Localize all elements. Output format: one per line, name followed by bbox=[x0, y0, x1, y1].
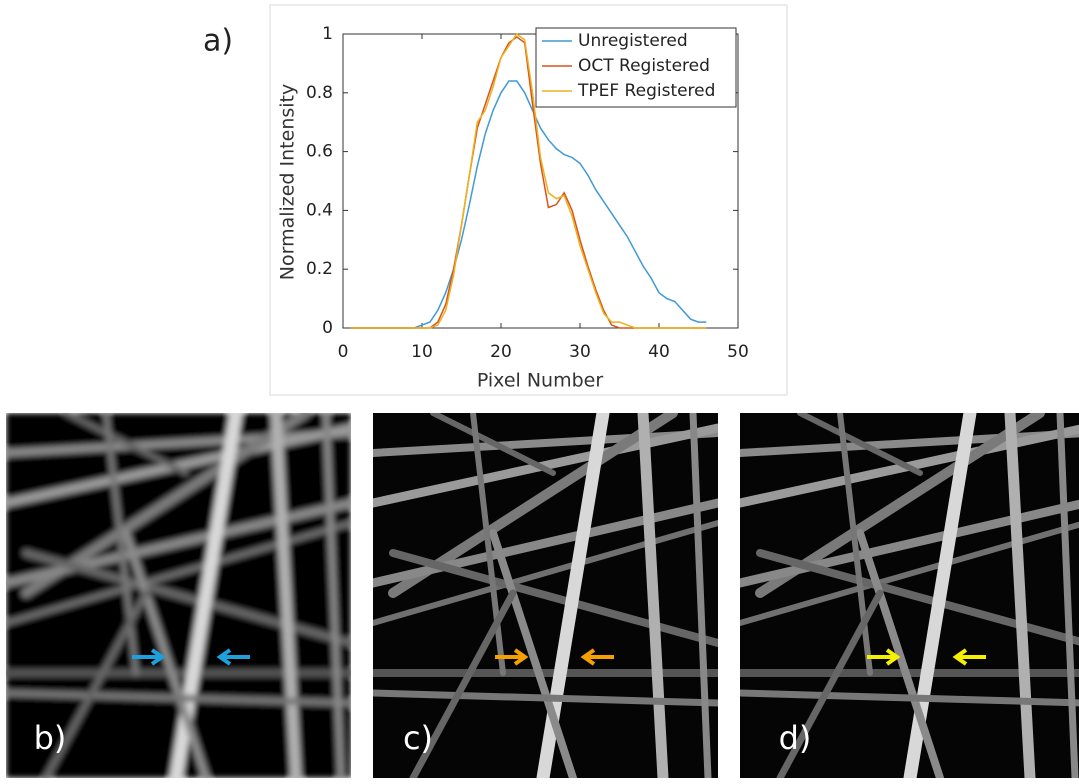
legend-label: Unregistered bbox=[578, 31, 688, 51]
x-tick-label: 50 bbox=[727, 342, 749, 362]
y-tick-label: 0.4 bbox=[306, 200, 333, 220]
y-tick-label: 0.6 bbox=[306, 142, 333, 162]
x-tick-label: 20 bbox=[490, 342, 512, 362]
legend-label: TPEF Registered bbox=[577, 81, 715, 101]
x-tick-label: 0 bbox=[338, 342, 349, 362]
figure: a) b) c) d) Pixel Number Normalized Inte… bbox=[0, 0, 1079, 780]
page: {"chart_data": {"type": "line", "panel_l… bbox=[0, 0, 1079, 784]
x-axis-label: Pixel Number bbox=[477, 370, 603, 392]
panel-label: c) bbox=[403, 719, 433, 757]
panel-label: b) bbox=[34, 719, 67, 757]
legend-label: OCT Registered bbox=[578, 56, 710, 76]
panel-label: d) bbox=[779, 719, 812, 757]
panel-label: a) bbox=[203, 24, 233, 59]
x-tick-label: 40 bbox=[648, 342, 670, 362]
x-tick-label: 30 bbox=[569, 342, 591, 362]
y-axis-label: Normalized Intensity bbox=[277, 84, 299, 281]
y-tick-label: 0 bbox=[322, 318, 333, 338]
body: a) b) c) d) Pixel Number Normalized Inte… bbox=[0, 0, 1079, 784]
y-tick-label: 1 bbox=[322, 24, 333, 44]
x-tick-label: 10 bbox=[411, 342, 433, 362]
y-tick-label: 0.8 bbox=[306, 83, 333, 103]
y-tick-label: 0.2 bbox=[306, 259, 333, 279]
